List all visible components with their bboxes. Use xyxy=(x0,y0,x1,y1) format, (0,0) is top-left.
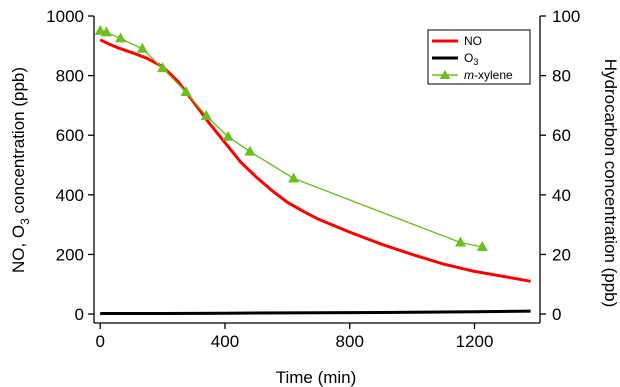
series-layer xyxy=(94,24,531,315)
y-left-tick-label: 400 xyxy=(56,186,84,205)
y-left-title-part-2: concentration (ppb) xyxy=(9,67,28,218)
y-axis-right-title: Hydrocarbon concentration (ppb) xyxy=(601,59,620,308)
m-xylene-point xyxy=(200,109,212,120)
x-tick-label: 800 xyxy=(336,332,364,351)
y-right-tick-label: 40 xyxy=(552,186,571,205)
legend: NO O3 m-xylene xyxy=(427,29,531,85)
axes xyxy=(93,16,541,324)
y-right-tick-label: 60 xyxy=(552,126,571,145)
x-tick-label: 0 xyxy=(96,332,105,351)
m-xylene-point xyxy=(244,145,256,156)
legend-o3-subscript: 3 xyxy=(473,57,478,67)
m-xylene-point xyxy=(180,86,192,97)
legend-m-xylene-italic: m xyxy=(464,68,474,82)
m-xylene-point xyxy=(136,42,148,53)
y-left-title-subscript: 3 xyxy=(18,218,32,225)
m-xylene-point xyxy=(157,62,169,73)
y-left-tick-label: 600 xyxy=(56,126,84,145)
series-no-line xyxy=(99,38,531,283)
x-tick-label: 400 xyxy=(211,332,239,351)
y-right-tick-label: 20 xyxy=(552,245,571,264)
series-o3-line xyxy=(100,309,531,315)
series-m-xylene-line xyxy=(100,30,483,248)
y-axis-left-title: NO, O3 concentration (ppb) xyxy=(9,67,32,273)
y-left-tick-label: 0 xyxy=(75,305,84,324)
m-xylene-point xyxy=(454,236,466,247)
m-xylene-point xyxy=(115,32,127,43)
y-right-tick-label: 0 xyxy=(552,305,561,324)
legend-m-xylene-rest: -xylene xyxy=(474,68,513,82)
y-left-tick-label: 200 xyxy=(56,245,84,264)
legend-label-m-xylene: m-xylene xyxy=(464,68,513,82)
legend-o3-base: O xyxy=(464,51,473,65)
legend-label-o3: O3 xyxy=(464,51,478,67)
m-xylene-point xyxy=(476,240,488,251)
x-tick-label: 1200 xyxy=(456,332,494,351)
y-left-tick-label: 800 xyxy=(56,67,84,86)
y-left-tick-label: 1000 xyxy=(46,7,84,26)
x-axis-title: Time (min) xyxy=(276,368,357,387)
m-xylene-point xyxy=(94,24,106,35)
m-xylene-point xyxy=(288,172,300,183)
legend-label-no: NO xyxy=(464,34,482,48)
tick-layer: 0 400 800 1200 0 200 400 600 800 1000 0 20 40 60 80 100 xyxy=(46,7,580,351)
y-right-tick-label: 80 xyxy=(552,67,571,86)
m-xylene-point xyxy=(222,130,234,141)
m-xylene-point xyxy=(100,26,112,37)
y-right-tick-label: 100 xyxy=(552,7,580,26)
y-left-title-part-1: NO, O xyxy=(9,225,28,273)
legend-marker-m-xylene xyxy=(439,70,451,79)
